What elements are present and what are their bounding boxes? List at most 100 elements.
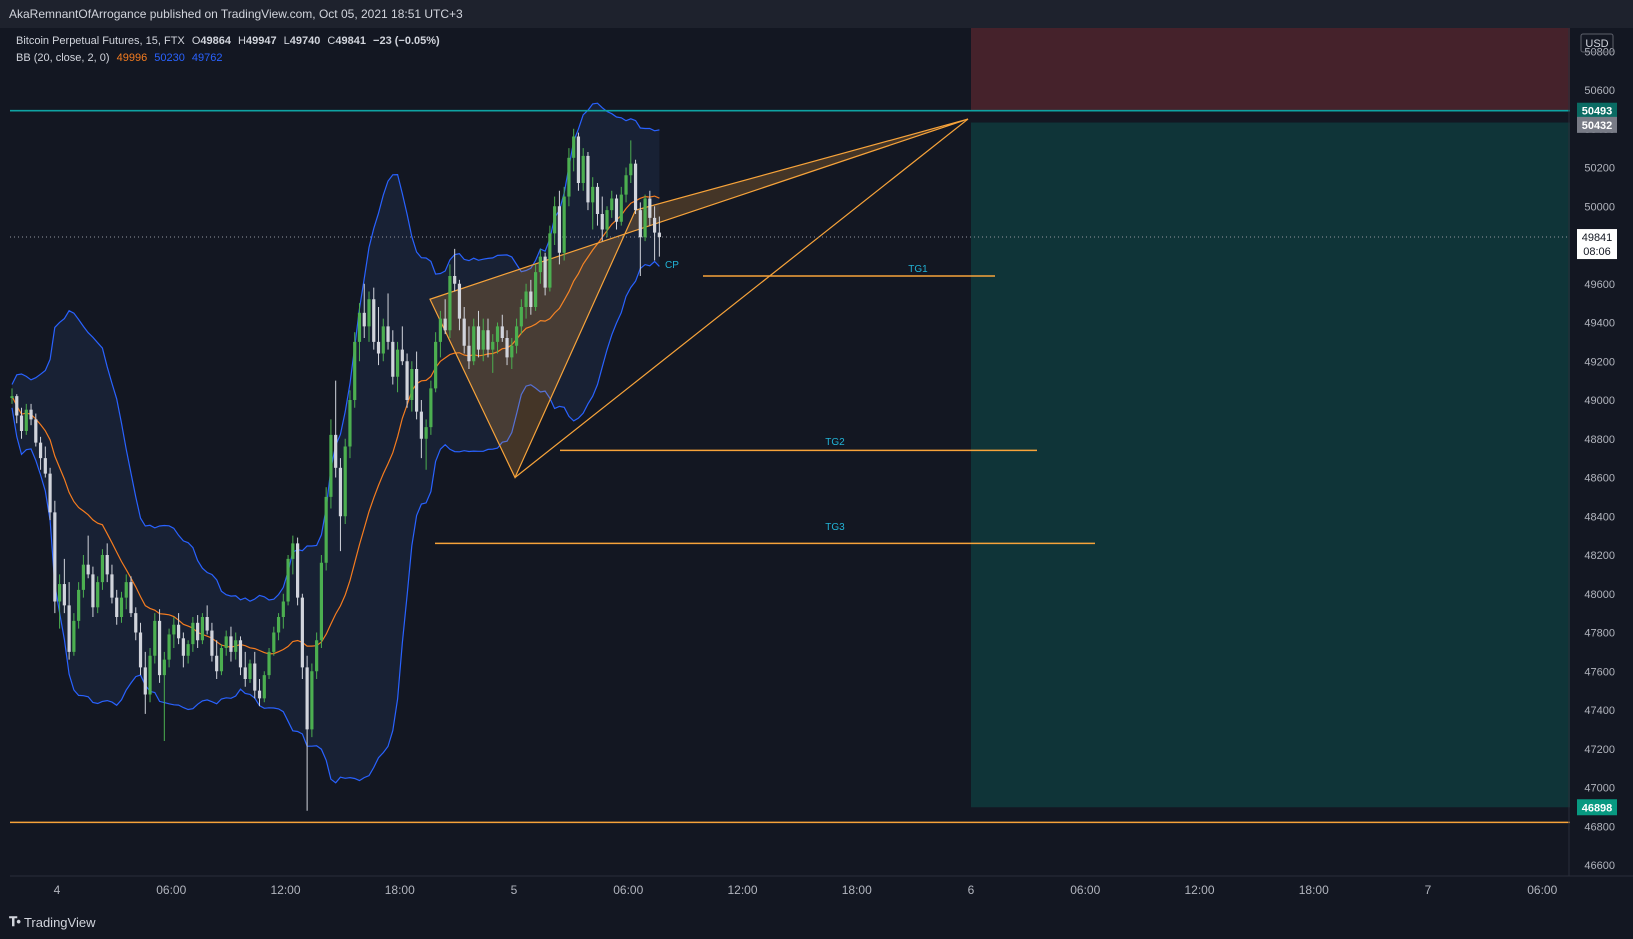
candle-body [262,675,266,699]
candle-body [96,582,100,608]
indicator-legend: BB (20, close, 2, 0) 49996 50230 49762 [16,52,227,64]
candle-body [600,214,604,230]
price-tick-label: 49200 [1584,356,1615,368]
price-tick-label: 48800 [1584,434,1615,446]
candle-body [524,291,528,307]
candle-body [257,690,262,699]
time-tick-label: 06:00 [1070,883,1100,897]
candle-body [581,155,585,183]
candle-body [234,640,238,652]
candle-body [648,198,652,218]
indicator-name[interactable]: BB (20, close, 2, 0) [16,52,110,64]
candle-body [43,458,47,474]
candle-body [124,582,128,598]
time-tick-label: 4 [54,883,61,897]
candle-body [286,558,290,602]
candle-body [457,283,462,319]
candle-body [67,605,71,652]
tradingview-logo[interactable]: 𝐓• TradingView [9,914,95,930]
candle-body [62,584,66,606]
high-label: H [238,35,246,47]
symbol-name[interactable]: Bitcoin Perpetual Futures, 15, FTX [16,35,185,47]
candle-body [476,326,481,350]
publish-info: AkaRemnantOfArrogance published on Tradi… [9,7,463,21]
price-tick-label: 48000 [1584,589,1615,601]
candle-body [376,341,381,354]
candle-body [500,326,504,338]
candle-body [157,620,162,676]
candle-body [310,671,314,730]
candle-body [305,667,309,730]
candle-body [643,198,647,238]
time-tick-label: 7 [1425,883,1432,897]
candle-body [467,345,471,362]
candle-body [614,198,619,222]
annotation-tg2: TG2 [825,437,845,448]
candle-body [172,624,176,635]
candle-body [505,338,509,358]
candle-body [219,648,224,672]
candle-body [448,276,452,331]
brand-name: TradingView [23,914,96,930]
candle-body [624,175,628,195]
candle-body [196,622,200,641]
price-tick-label: 47800 [1584,628,1615,640]
candle-body [200,617,204,641]
bb-lower-line [11,260,660,784]
price-tick-label: 50000 [1584,201,1615,213]
wedge-lower-line [514,118,969,478]
candle-body [19,415,24,431]
annotation-tg1: TG1 [908,264,928,275]
publish-text: published on TradingView.com, Oct 05, 20… [149,7,463,21]
candle-body [329,434,333,497]
close-label: C [327,35,336,47]
tv-logo-icon: 𝐓• [9,914,21,929]
candle-body [324,496,328,563]
candle-body [334,434,338,468]
candle-body [472,326,476,362]
candle-body [100,555,105,583]
candle-body [291,543,295,559]
candle-body [115,597,119,617]
candle-body [167,634,171,660]
candle-body [367,299,371,327]
candle-body [514,326,519,346]
price-tick-label: 48600 [1584,473,1615,485]
candle-body [300,597,304,668]
candle-body [386,326,390,342]
candle-body [553,206,557,234]
time-tick-label: 06:00 [156,883,186,897]
candle-body [362,312,366,327]
currency-label: USD [1585,38,1608,50]
candle-body [315,640,319,672]
candle-body [519,307,523,327]
open-value: 49864 [200,35,231,47]
candle-body [72,620,76,652]
candle-body [410,369,414,400]
candle-body [548,233,552,288]
author-name[interactable]: AkaRemnantOfArrogance [9,7,147,21]
time-tick-label: 12:00 [1184,883,1214,897]
candle-body [576,136,581,183]
candle-body [296,543,300,598]
annotation-cp: CP [665,260,679,271]
price-axis-area [1569,28,1633,876]
stop-price-badge [1577,116,1617,133]
ohlc-values: O49864 H49947 L49740 C49841 −23 (−0.05%) [192,35,444,47]
candle-body [434,341,438,389]
candle-body [143,667,147,695]
bottom-price-badge [1577,799,1617,816]
candle-body [572,136,576,158]
bb-basis-value: 49996 [116,52,148,64]
price-tick-label: 49400 [1584,318,1615,330]
candle-body [215,655,219,672]
candle-body [395,349,400,377]
close-value: 49841 [335,35,366,47]
candle-body [276,617,281,633]
candle-body [557,206,561,253]
price-tick-label: 47200 [1584,744,1615,756]
candle-body [338,467,343,517]
bb-band-fill [12,103,660,783]
time-tick-label: 12:00 [727,883,757,897]
